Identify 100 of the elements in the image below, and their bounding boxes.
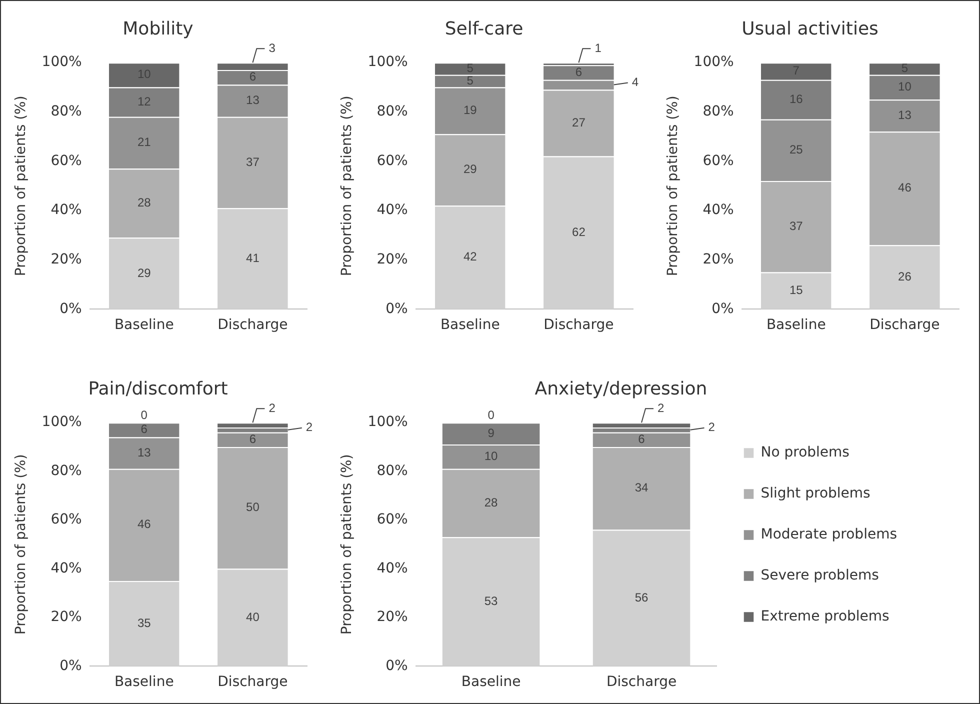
y-axis-title: Proportion of patients (%) [13, 454, 30, 635]
legend-label: Extreme problems [760, 608, 890, 625]
legend-label: Moderate problems [760, 526, 898, 543]
data-label: 53 [484, 594, 498, 608]
data-label: 0 [140, 408, 148, 422]
y-tick-label: 40% [50, 202, 82, 218]
y-tick-label: 40% [50, 560, 82, 576]
y-tick-label: 0% [712, 300, 734, 317]
y-tick-label: 100% [368, 54, 408, 70]
data-label: 13 [898, 108, 912, 122]
y-tick-label: 60% [376, 152, 408, 169]
data-label: 6 [249, 70, 256, 84]
data-label: 25 [789, 142, 804, 156]
data-label: 6 [140, 422, 148, 436]
y-tick-label: 60% [702, 152, 734, 169]
data-label: 2 [708, 420, 716, 434]
y-tick-label: 100% [42, 54, 82, 70]
data-label: 34 [634, 480, 649, 495]
data-label: 1 [594, 40, 602, 55]
x-tick-label: Baseline [461, 674, 521, 690]
data-label: 40 [246, 610, 260, 624]
y-tick-label: 40% [376, 202, 408, 218]
data-label: 6 [575, 64, 582, 79]
x-tick-label: Discharge [544, 317, 614, 334]
y-tick-label: 20% [50, 252, 82, 268]
x-tick-label: Baseline [766, 317, 826, 334]
chart-title: Anxiety/depression [534, 378, 708, 400]
data-label: 62 [572, 225, 586, 240]
data-label: 10 [484, 449, 498, 464]
data-label: 21 [137, 135, 152, 150]
chart-title: Self-care [444, 18, 524, 40]
chart-title: Pain/discomfort [88, 378, 228, 400]
data-label: 26 [898, 269, 912, 284]
data-label: 19 [463, 103, 478, 117]
data-label: 12 [137, 94, 152, 108]
data-label: 50 [246, 500, 260, 514]
x-tick-label: Discharge [606, 674, 677, 690]
y-tick-label: 0% [60, 658, 82, 674]
data-label: 13 [137, 445, 152, 460]
data-label: 42 [463, 250, 478, 264]
y-tick-label: 80% [702, 104, 734, 120]
y-tick-label: 0% [60, 300, 82, 317]
data-label: 29 [463, 162, 478, 176]
y-axis-title: Proportion of patients (%) [665, 96, 682, 276]
y-tick-label: 0% [386, 658, 408, 674]
y-axis-title: Proportion of patients (%) [339, 454, 356, 635]
data-label: 15 [789, 283, 804, 298]
chart-title: Usual activities [742, 18, 878, 40]
data-label: 6 [638, 432, 646, 446]
y-axis-title: Proportion of patients (%) [13, 96, 30, 276]
data-label: 2 [306, 420, 313, 434]
y-tick-label: 0% [386, 300, 408, 317]
data-label: 28 [484, 495, 498, 510]
data-label: 56 [634, 590, 649, 604]
y-tick-label: 80% [376, 462, 408, 479]
data-label: 6 [249, 432, 256, 446]
y-tick-label: 40% [376, 560, 408, 576]
data-label: 37 [246, 154, 260, 169]
y-tick-label: 80% [50, 104, 82, 120]
data-label: 41 [246, 250, 260, 265]
data-label: 13 [246, 93, 260, 108]
data-label: 16 [789, 92, 804, 106]
data-label: 46 [898, 180, 912, 195]
x-tick-label: Baseline [114, 317, 174, 334]
data-label: 10 [898, 80, 912, 94]
x-tick-label: Discharge [870, 317, 940, 334]
data-label: 4 [632, 75, 639, 90]
data-label: 2 [268, 400, 276, 415]
y-tick-label: 20% [50, 609, 82, 626]
chart-title: Mobility [122, 18, 194, 40]
x-tick-label: Baseline [114, 674, 174, 690]
y-tick-label: 60% [50, 152, 82, 169]
y-axis-title: Proportion of patients (%) [339, 96, 356, 276]
data-label: 29 [137, 266, 152, 280]
legend-label: No problems [760, 444, 850, 461]
x-tick-label: Discharge [218, 674, 288, 690]
y-tick-label: 60% [376, 512, 408, 528]
data-label: 2 [658, 400, 665, 415]
data-label: 28 [137, 195, 152, 210]
y-tick-label: 20% [702, 252, 734, 268]
y-tick-label: 40% [702, 202, 734, 218]
data-label: 35 [137, 616, 152, 630]
data-label: 37 [789, 218, 804, 233]
data-label: 0 [488, 408, 495, 422]
x-tick-label: Discharge [218, 317, 288, 334]
y-tick-label: 100% [694, 54, 734, 70]
y-tick-label: 80% [50, 462, 82, 479]
data-label: 5 [466, 73, 474, 88]
data-label: 3 [268, 40, 276, 55]
data-label: 27 [572, 115, 586, 130]
y-tick-label: 100% [42, 414, 82, 430]
x-tick-label: Baseline [440, 317, 500, 334]
y-tick-label: 20% [376, 609, 408, 626]
data-label: 46 [137, 517, 152, 532]
legend-label: Slight problems [760, 486, 870, 502]
y-tick-label: 60% [50, 512, 82, 528]
legend-label: Severe problems [760, 568, 879, 584]
y-tick-label: 100% [368, 414, 408, 430]
y-tick-label: 20% [376, 252, 408, 268]
y-tick-label: 80% [376, 104, 408, 120]
